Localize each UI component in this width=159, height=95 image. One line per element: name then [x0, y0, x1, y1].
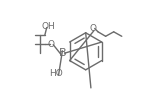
Text: O: O	[90, 24, 97, 32]
Text: OH: OH	[42, 22, 55, 31]
Text: B: B	[59, 48, 67, 58]
Text: HO: HO	[49, 69, 63, 78]
Text: O: O	[48, 40, 55, 49]
